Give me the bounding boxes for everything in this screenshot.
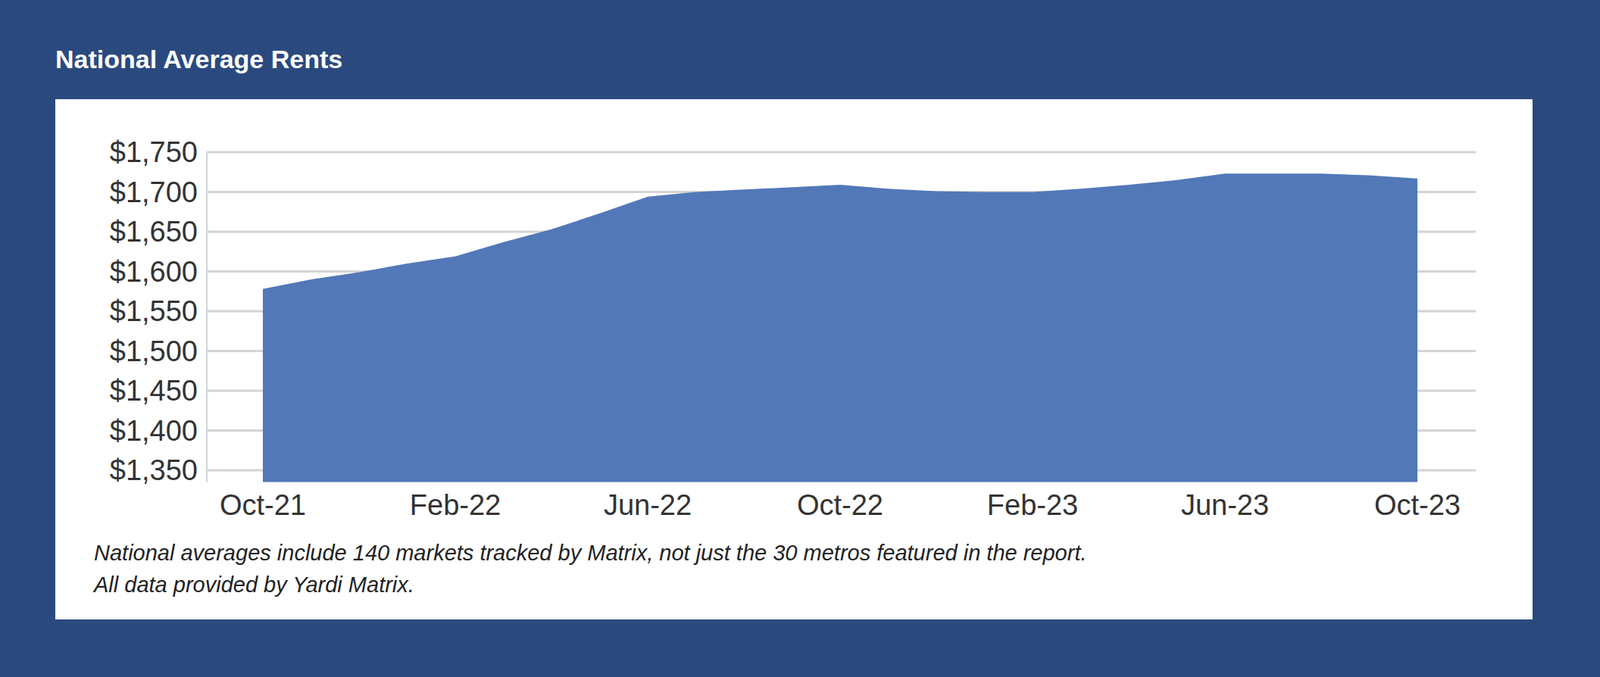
area [262, 173, 1418, 482]
y-tick-label: $1,500 [109, 335, 198, 368]
x-tick-label: Feb-23 [987, 489, 1079, 522]
panel [55, 99, 1533, 620]
y-tick-label: $1,400 [109, 415, 198, 447]
y-tick-label: $1,650 [109, 215, 198, 248]
x-tick-label: Jun-23 [1181, 489, 1269, 522]
plot-area [262, 173, 1418, 482]
x-tick-label: Feb-22 [409, 489, 501, 522]
y-tick-label: $1,350 [109, 454, 198, 487]
x-tick-label: Oct-23 [1374, 489, 1461, 522]
title: National Average Rents [55, 44, 343, 74]
grid-line [206, 151, 1476, 154]
y-tick-label: $1,600 [109, 256, 198, 288]
y-tick-label: $1,750 [109, 136, 198, 169]
y-tick-label: $1,450 [109, 375, 198, 407]
x-tick-label: Oct-21 [219, 489, 307, 522]
x-tick-label: Jun-22 [603, 489, 692, 522]
x-tick-label: Oct-22 [796, 489, 884, 522]
footnote: National averages include 140 markets tr… [93, 540, 1088, 566]
chart-root: National Average Rents $1,350 $1,400 $1,450… [0, 0, 1600, 677]
y-tick-label: $1,550 [109, 295, 198, 328]
y-tick-label: $1,700 [109, 176, 198, 209]
background [0, 0, 1600, 677]
y-axis-line [206, 152, 208, 483]
footnote: All data provided by Yardi Matrix. [92, 572, 415, 597]
